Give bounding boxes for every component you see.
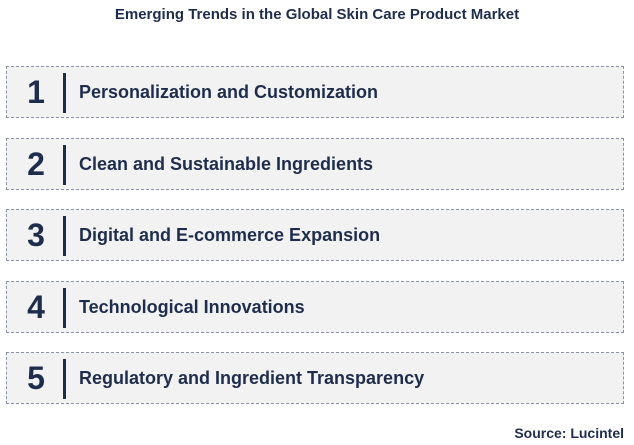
trend-number: 5 bbox=[27, 360, 45, 396]
divider bbox=[63, 359, 66, 399]
divider bbox=[63, 216, 66, 256]
trend-item: 2 Clean and Sustainable Ingredients bbox=[6, 137, 624, 190]
trend-number: 4 bbox=[27, 288, 45, 325]
divider bbox=[63, 144, 66, 185]
trend-label: Personalization and Customization bbox=[79, 82, 379, 102]
divider bbox=[63, 73, 66, 113]
trend-number: 2 bbox=[27, 145, 45, 182]
source: Source: Lucintel bbox=[514, 425, 624, 441]
title: Emerging Trends in the Global Skin Care … bbox=[114, 6, 520, 23]
trend-item: 3 Digital and E-commerce Expansion bbox=[6, 209, 624, 261]
divider bbox=[63, 287, 66, 328]
trend-label: Regulatory and Ingredient Transparency bbox=[79, 368, 425, 388]
trend-item: 1 Personalization and Customization bbox=[6, 66, 624, 118]
trend-label: Technological Innovations bbox=[79, 296, 305, 317]
trend-label: Clean and Sustainable Ingredients bbox=[79, 153, 374, 174]
trend-number: 1 bbox=[27, 74, 45, 110]
trend-item: 5 Regulatory and Ingredient Transparency bbox=[6, 352, 624, 404]
trend-item: 4 Technological Innovations bbox=[6, 280, 624, 333]
trend-label: Digital and E-commerce Expansion bbox=[79, 225, 381, 245]
trend-number: 3 bbox=[27, 217, 45, 253]
